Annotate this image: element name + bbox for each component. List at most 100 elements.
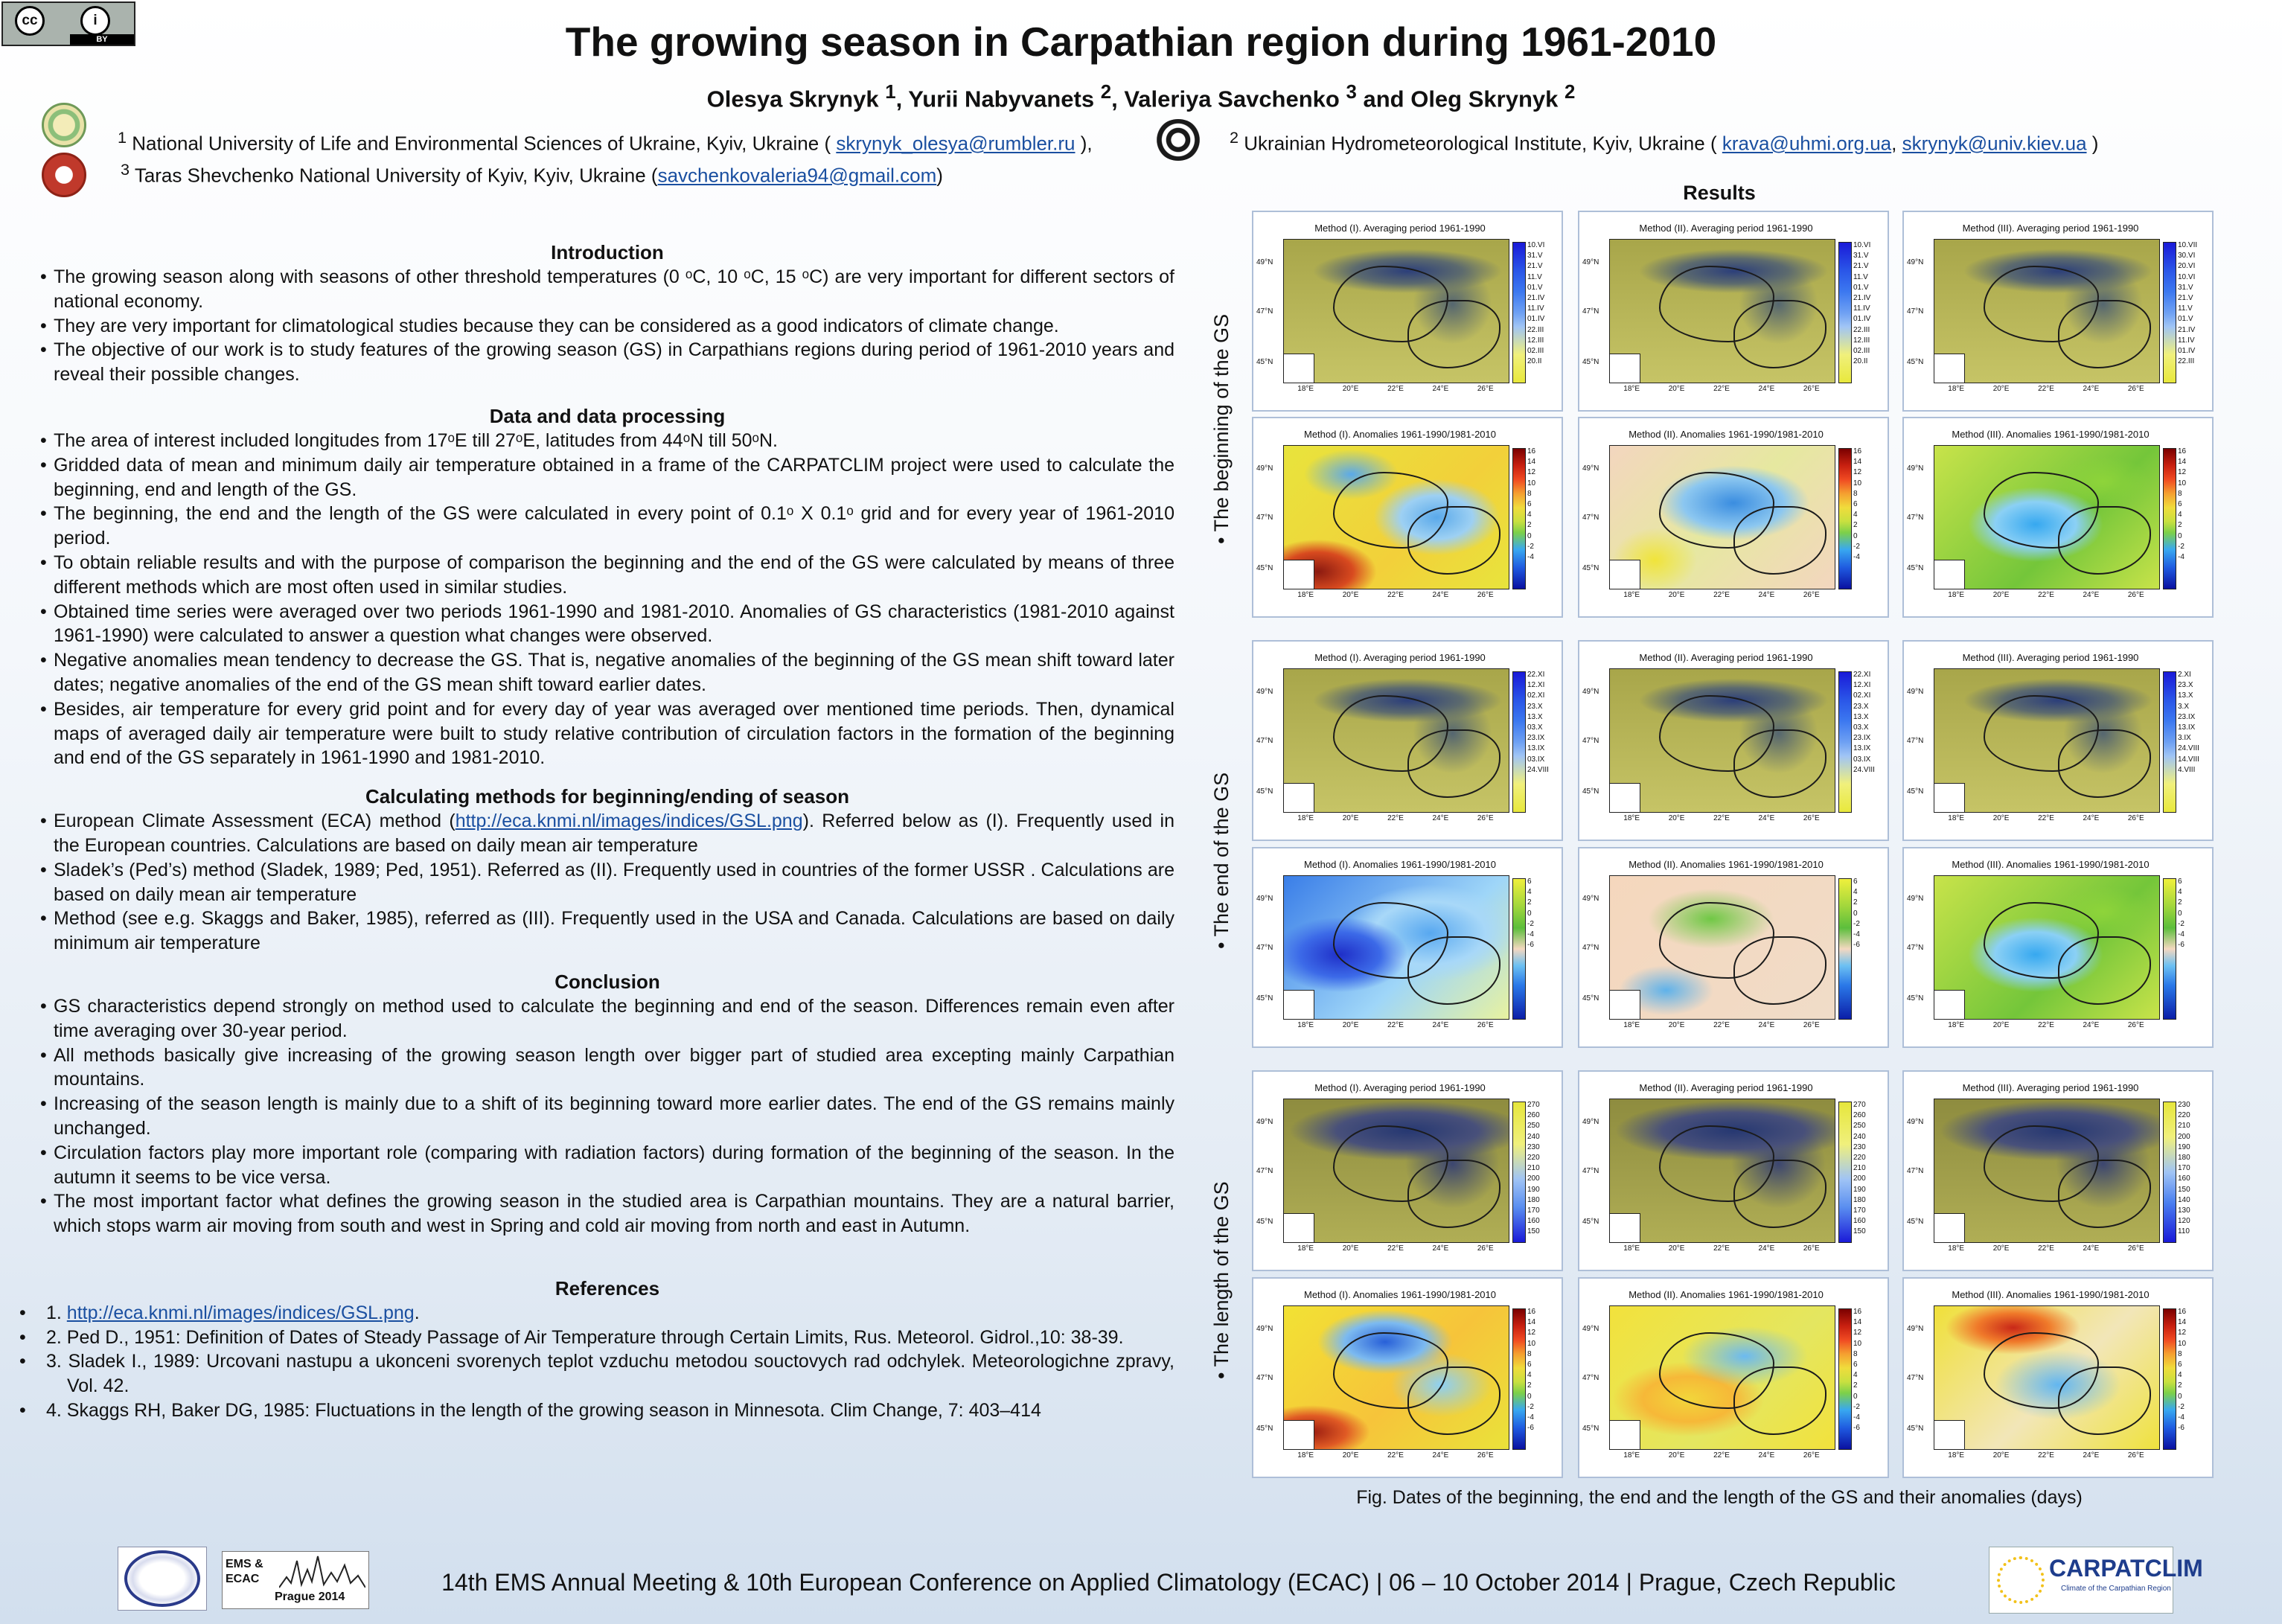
longitude-tick: 26°E	[2127, 385, 2144, 393]
affiliation-number: 2	[1230, 128, 1239, 147]
longitude-axis: 18°E 20°E 22°E 24°E 26°E	[1609, 1451, 1834, 1460]
color-scale-label: 23.IX	[2178, 712, 2196, 721]
color-scale-labels: 230 220 210 200 190 180 170 160 150 140 130 120 110	[2178, 1100, 2208, 1238]
color-scale-label: 230	[1853, 1142, 1866, 1151]
conclusion-section: Conclusion GS characteristics depend str…	[40, 969, 1174, 1238]
color-scale-label: 190	[2178, 1142, 2190, 1151]
author-separator: ,	[895, 86, 909, 112]
longitude-tick: 26°E	[1477, 591, 1494, 599]
carpathian-map	[1934, 1305, 2160, 1450]
longitude-tick: 26°E	[1477, 1244, 1494, 1253]
method-text: ). Referred below as (I). Frequently use…	[54, 811, 1174, 856]
color-scale-label: 2	[2178, 1381, 2182, 1390]
map-title: Method (I). Averaging period 1961-1990	[1314, 223, 1486, 234]
color-scale-bar	[1512, 448, 1526, 589]
carpathian-map	[1609, 445, 1835, 589]
data-processing-section: Data and data processing The area of int…	[40, 403, 1174, 770]
map-panel: Method (I). Averaging period 1961-1990 10…	[1252, 211, 1563, 412]
author-name: Yurii Nabyvanets	[908, 86, 1095, 112]
methods-section: Calculating methods for beginning/ending…	[40, 784, 1174, 956]
map-title: Method (III). Anomalies 1961-1990/1981-2…	[1952, 859, 2150, 870]
color-scale-label: 10	[1853, 479, 1862, 487]
color-scale-label: 4	[1527, 1371, 1532, 1380]
color-scale-labels: 16 14 12 10 8 6 4 2 0 -2 -4	[1527, 447, 1557, 563]
color-scale-label: 150	[2178, 1185, 2190, 1194]
longitude-tick: 20°E	[1668, 385, 1685, 393]
longitude-tick: 22°E	[2038, 1451, 2054, 1460]
longitude-tick: 20°E	[1992, 1451, 2010, 1460]
latitude-tick: 49°N	[1582, 895, 1599, 903]
color-scale-label: 16	[1527, 447, 1536, 455]
email-link[interactable]: krava@uhmi.org.ua	[1722, 132, 1892, 155]
color-scale-label: 0	[1527, 909, 1532, 918]
author-separator: ,	[1111, 86, 1125, 112]
latitude-tick: 47°N	[1582, 1167, 1599, 1175]
color-scale-bar	[1838, 1102, 1852, 1243]
map-panel: Method (III). Averaging period 1961-1990…	[1902, 640, 2214, 841]
affiliation-marker: 2	[1564, 82, 1576, 103]
longitude-tick: 24°E	[1758, 1451, 1775, 1460]
color-scale-label: 31.V	[2178, 283, 2193, 292]
color-scale-label: 180	[1527, 1195, 1540, 1204]
latitude-tick: 45°N	[1256, 564, 1273, 572]
data-processing-item: Besides, air temperature for every grid …	[40, 697, 1174, 770]
eca-gsl-link[interactable]: http://eca.knmi.nl/images/indices/GSL.pn…	[455, 811, 803, 832]
color-scale-bar	[1512, 1308, 1526, 1450]
color-scale-label: -2	[1853, 542, 1860, 551]
color-scale-label: 16	[1853, 1308, 1862, 1316]
map-title: Method (II). Averaging period 1961-1990	[1639, 652, 1813, 663]
latitude-tick: 45°N	[1907, 358, 1924, 366]
color-scale-label: 16	[1853, 447, 1862, 455]
color-scale-label: 8	[1527, 489, 1532, 498]
longitude-tick: 22°E	[1387, 1244, 1404, 1253]
map-title: Method (III). Anomalies 1961-1990/1981-2…	[1952, 1289, 2150, 1300]
email-link[interactable]: skrynyk_olesya@rumbler.ru	[836, 132, 1076, 155]
carpathian-map	[1934, 239, 2160, 383]
color-scale-label: 2	[2178, 898, 2182, 907]
color-scale-labels: 2.XI 23.X 13.X 3.X 23.IX 13.IX 3.IX 24.VIII 14.V…	[2178, 670, 2208, 776]
author-list: Olesya Skrynyk 1, Yurii Nabyvanets 2, Va…	[0, 82, 2282, 112]
email-link[interactable]: skrynyk@univ.kiev.ua	[1902, 132, 2087, 155]
longitude-tick: 26°E	[1477, 1021, 1494, 1029]
color-scale-label: 190	[1527, 1185, 1540, 1194]
color-scale-label: 4	[1527, 888, 1532, 897]
color-scale-label: 6	[2178, 1361, 2182, 1369]
latitude-tick: 49°N	[1256, 258, 1273, 266]
latitude-tick: 45°N	[1582, 358, 1599, 366]
methods-heading: Calculating methods for beginning/ending…	[365, 785, 850, 808]
color-scale-label: 31.V	[1527, 252, 1543, 260]
color-scale-labels: 10.VI 31.V 21.V 11.V 01.V 21.IV 11.IV 01.IV 22.I…	[1853, 240, 1883, 367]
color-scale-label: 220	[2178, 1111, 2190, 1120]
color-scale-label: 03.IX	[1853, 755, 1871, 764]
introduction-item: The growing season along with seasons of…	[40, 265, 1174, 314]
longitude-tick: 22°E	[1387, 1451, 1404, 1460]
color-scale-label: 11.IV	[2178, 336, 2195, 345]
color-scale-label: 8	[1853, 489, 1858, 498]
color-scale-label: 12	[1853, 468, 1862, 477]
color-scale-label: -2	[2178, 1402, 2184, 1411]
email-link[interactable]: savchenkovaleria94@gmail.com	[657, 164, 937, 187]
color-scale-label: -4	[1853, 553, 1860, 562]
color-scale-label: 210	[1853, 1164, 1866, 1173]
map-title: Method (II). Anomalies 1961-1990/1981-20…	[1629, 429, 1824, 440]
color-scale-label: 230	[1527, 1142, 1540, 1151]
color-scale-label: -4	[1527, 930, 1534, 939]
latitude-tick: 49°N	[1582, 1118, 1599, 1126]
color-scale-label: 4	[1527, 511, 1532, 520]
longitude-tick: 18°E	[1623, 1021, 1640, 1029]
color-scale-bar	[1512, 878, 1526, 1020]
longitude-tick: 24°E	[1432, 1021, 1449, 1029]
latitude-tick: 45°N	[1256, 1425, 1273, 1433]
cc-by-license-badge[interactable]: cc i BY	[1, 1, 135, 46]
ems-logo	[118, 1547, 207, 1611]
color-scale-label: 12.III	[1853, 336, 1870, 345]
carpathian-map	[1609, 668, 1835, 813]
map-title: Method (I). Anomalies 1961-1990/1981-201…	[1303, 1289, 1496, 1300]
carpathian-map	[1609, 1305, 1835, 1450]
reference-link[interactable]: http://eca.knmi.nl/images/indices/GSL.pn…	[66, 1302, 415, 1323]
longitude-axis: 18°E 20°E 22°E 24°E 26°E	[1283, 1244, 1508, 1253]
color-scale-label: 11.IV	[1527, 304, 1544, 313]
data-processing-item: The area of interest included longitudes…	[40, 429, 1174, 453]
color-scale-label: -4	[2178, 930, 2184, 939]
latitude-tick: 49°N	[1582, 464, 1599, 473]
